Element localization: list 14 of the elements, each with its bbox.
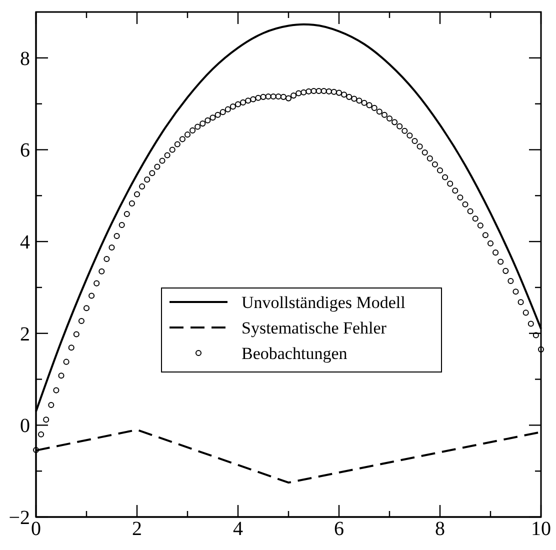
y-tick-label: 2 <box>20 323 30 346</box>
x-tick-label: 2 <box>132 518 142 540</box>
x-tick-label: 8 <box>435 518 445 540</box>
y-tick-label: 4 <box>20 232 30 254</box>
legend-label: Systematische Fehler <box>242 318 387 338</box>
x-tick-label: 4 <box>233 518 243 540</box>
y-tick-label: 6 <box>20 140 30 162</box>
x-tick-label: 6 <box>334 518 344 540</box>
x-tick-label: 10 <box>531 518 551 540</box>
legend-label: Beobachtungen <box>242 344 348 363</box>
legend-label: Unvollständiges Modell <box>242 292 406 312</box>
y-tick-label: −2 <box>8 507 30 529</box>
y-tick-label: 8 <box>20 48 30 70</box>
y-tick-label: 0 <box>20 415 30 438</box>
